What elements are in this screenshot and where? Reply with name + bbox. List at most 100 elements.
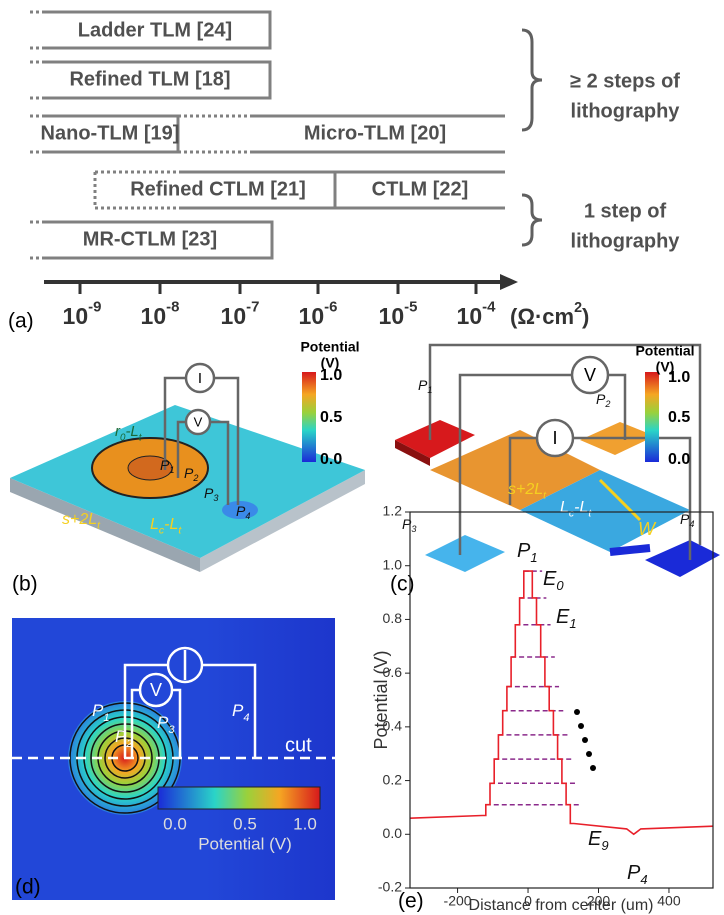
meter-label: I (552, 428, 557, 448)
dim-label-part: -L (574, 499, 588, 516)
probe-label-part: 3 (213, 493, 218, 503)
x-tick-label: 400 (657, 893, 681, 909)
axis-unit-part: (Ω·cm (510, 304, 574, 329)
panel-a-frames-path (30, 222, 44, 258)
dim-label-part: s+2L (508, 481, 543, 498)
probe-label-part: 1 (427, 385, 432, 395)
annotation-part: 1 (569, 616, 576, 631)
panel-b-device-rect (302, 372, 316, 462)
dim-label-part: -L (164, 516, 178, 533)
colorbar-tick: 0.0 (320, 451, 342, 468)
x-tick-label-part: -8 (166, 299, 179, 316)
probe-label: P3 (402, 516, 416, 535)
dim-label: r0-Lt (115, 423, 143, 443)
bar-label: MR-CTLM [23] (83, 228, 217, 250)
annotation-part: E (588, 828, 602, 850)
panel-label: (d) (15, 876, 41, 899)
panel-a-axis-path (500, 274, 518, 290)
colorbar-tick: 1.0 (320, 367, 342, 384)
panel-a-frames-path (522, 195, 542, 245)
probe-label-part: P (115, 727, 127, 746)
annotation-part: 9 (601, 838, 608, 853)
annotation-part: P (517, 540, 531, 562)
panel-a-frames-path (30, 62, 44, 98)
annotation-part: 4 (640, 872, 647, 887)
panel-a-axis (44, 274, 518, 294)
panel-label: (c) (390, 573, 415, 596)
probe-label-part: P (232, 701, 244, 720)
x-tick-label-part: 10 (457, 303, 483, 329)
x-tick-label-part: -4 (482, 299, 496, 316)
dim-label-part: s+2L (62, 511, 97, 528)
dim-label-part: L (150, 516, 159, 533)
annotation: E1 (556, 606, 577, 631)
panel-e-dots-circle (582, 737, 588, 743)
dim-label-part: -L (125, 423, 138, 440)
page: Ladder TLM [24]Refined TLM [18]Nano-TLM … (0, 0, 724, 915)
colorbar-tick: 0.0 (163, 814, 187, 833)
x-tick-label-part: 10 (299, 303, 325, 329)
probe-label-part: 1 (169, 465, 174, 475)
x-tick-label-part: 10 (63, 303, 89, 329)
colorbar-tick: 1.0 (293, 814, 317, 833)
x-tick-label: 10-7 (221, 299, 260, 329)
probe-label-part: 1 (103, 712, 109, 724)
cut-label: cut (285, 734, 312, 756)
axis-unit: (Ω·cm2) (510, 300, 589, 329)
panel-label: (a) (8, 310, 34, 333)
annotation: E9 (588, 828, 609, 853)
dim-label: s+2Lt (62, 511, 101, 531)
meter-label: V (194, 414, 203, 429)
y-tick-label: 0.0 (383, 825, 403, 841)
annotation-part: E (543, 568, 557, 590)
probe-label-part: 4 (245, 511, 250, 521)
panel-label: (b) (12, 573, 38, 596)
bar-label: Ladder TLM [24] (78, 19, 232, 41)
x-tick-label-part: -7 (246, 299, 259, 316)
y-tick-label: 0.2 (383, 771, 403, 787)
panel-e-dots-circle (586, 751, 592, 757)
panel-d-map-rect (158, 787, 320, 809)
probe-label: P4 (680, 511, 694, 530)
axis-unit-part: 2 (574, 300, 582, 316)
probe-label-part: 3 (168, 724, 175, 736)
group-label: lithography (571, 230, 681, 252)
y-tick-label: 1.2 (383, 503, 403, 519)
annotation-part: E (556, 606, 570, 628)
x-tick-label-part: 10 (221, 303, 247, 329)
x-tick-label-part: -6 (324, 299, 337, 316)
x-axis-label: Distance from center (um) (469, 897, 654, 914)
annotation-part: P (627, 862, 641, 884)
annotation: P1 (517, 540, 538, 565)
colorbar-tick: 0.5 (668, 409, 690, 426)
x-tick-label: 10-9 (63, 299, 102, 329)
colorbar-title: Potential (V) (198, 834, 292, 853)
meter-label: I (198, 370, 202, 387)
panel-e-dots-circle (574, 709, 580, 715)
panel-d-map (12, 618, 335, 900)
probe-label-part: 2 (192, 473, 198, 483)
colorbar-tick: 0.0 (668, 451, 690, 468)
bar-label: CTLM [22] (372, 178, 469, 200)
probe-label-part: 3 (411, 524, 416, 534)
panel-a-frames-path (522, 30, 542, 130)
probe-label-part: 4 (243, 712, 249, 724)
panel-c-device-rect (645, 372, 659, 462)
dim-label-part: W (638, 519, 657, 539)
probe-label-part: P (157, 713, 169, 732)
dim-label-part: L (560, 499, 569, 516)
bar-label: Refined CTLM [21] (130, 178, 306, 200)
x-tick-label-part: -9 (88, 299, 101, 316)
meter-label: V (150, 680, 162, 700)
probe-label-part: 2 (604, 399, 610, 409)
dim-label: W (638, 519, 657, 539)
panel-label: (e) (398, 890, 424, 913)
x-tick-label-part: -5 (404, 299, 417, 316)
probe-label-part: P (92, 701, 104, 720)
panel-c-device-path (425, 535, 505, 572)
annotation-part: 1 (530, 550, 537, 565)
axis-unit-part: ) (582, 304, 589, 329)
bar-label: Nano-TLM [19] (41, 122, 180, 144)
group-label: ≥ 2 steps of (570, 70, 680, 92)
x-tick-label: 10-4 (457, 299, 497, 329)
